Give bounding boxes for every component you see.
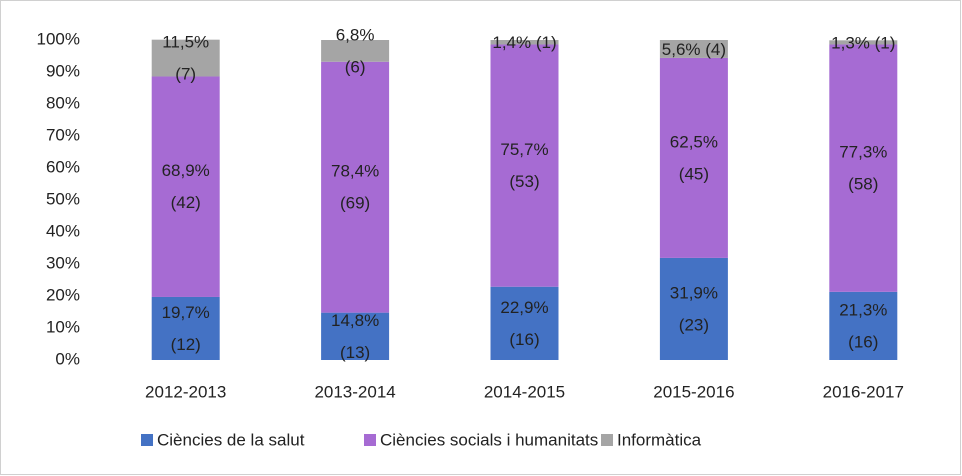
value-label: 78,4% — [331, 162, 379, 181]
count-label: (16) — [509, 330, 539, 349]
legend-label: Ciències de la salut — [157, 430, 305, 449]
y-tick-label: 60% — [46, 157, 80, 176]
count-label: (1) — [536, 34, 557, 53]
legend-swatch — [601, 434, 613, 446]
count-label: (42) — [171, 193, 201, 212]
value-label: 22,9% — [500, 298, 548, 317]
value-label: 1,4% (1) — [492, 34, 556, 53]
count-label: (23) — [679, 315, 709, 334]
count-label: (58) — [848, 175, 878, 194]
bar-segment — [490, 40, 559, 45]
count-label: (16) — [848, 332, 878, 351]
count-label: (69) — [340, 194, 370, 213]
bar-segment — [659, 257, 728, 360]
value-label: 77,3% — [839, 143, 887, 162]
value-label: 14,8% — [331, 311, 379, 330]
bar-segment — [321, 40, 390, 62]
count-label: (45) — [679, 164, 709, 183]
value-label: 62,5% — [670, 132, 718, 151]
count-label: (1) — [875, 34, 896, 53]
x-tick-label: 2014-2015 — [484, 382, 565, 401]
bar-segment — [659, 57, 728, 258]
y-tick-label: 80% — [46, 93, 80, 112]
value-label: 68,9% — [162, 161, 210, 180]
bar-segment — [829, 40, 898, 45]
count-label: (6) — [345, 57, 366, 76]
bar-segment — [829, 291, 898, 360]
bar-segment — [829, 44, 898, 292]
value-label: 1,3% — [831, 34, 870, 53]
value-label: 5,6% — [662, 40, 701, 59]
bar-segment — [321, 61, 390, 313]
legend-swatch — [364, 434, 376, 446]
value-label: 31,9% — [670, 283, 718, 302]
value-label: 75,7% — [500, 140, 548, 159]
y-tick-label: 90% — [46, 61, 80, 80]
value-label: 1,4% — [492, 34, 531, 53]
value-label: 5,6% (4) — [662, 40, 726, 59]
legend-label: Informàtica — [617, 430, 702, 449]
count-label: (12) — [171, 335, 201, 354]
legend-swatch — [141, 434, 153, 446]
value-label: 6,8% — [336, 25, 375, 44]
value-label: 11,5% — [162, 33, 209, 52]
y-tick-label: 100% — [37, 29, 80, 48]
legend-label: Ciències socials i humanitats — [380, 430, 598, 449]
count-label: (7) — [175, 65, 196, 84]
value-label: 21,3% — [839, 300, 887, 319]
y-tick-label: 50% — [46, 189, 80, 208]
value-label: 19,7% — [162, 303, 210, 322]
y-tick-label: 30% — [46, 253, 80, 272]
bar-segment — [151, 39, 220, 77]
x-tick-label: 2016-2017 — [823, 382, 904, 401]
y-tick-label: 10% — [46, 317, 80, 336]
value-label: 1,3% (1) — [831, 34, 895, 53]
bar-segment — [151, 76, 220, 297]
x-tick-label: 2012-2013 — [145, 382, 226, 401]
x-tick-label: 2015-2016 — [653, 382, 734, 401]
count-label: (13) — [340, 343, 370, 362]
bar-segment — [490, 286, 559, 360]
y-tick-label: 0% — [55, 349, 80, 368]
count-label: (4) — [705, 40, 726, 59]
x-tick-label: 2013-2014 — [314, 382, 395, 401]
bar-segment — [490, 44, 559, 287]
bar-segment — [321, 312, 390, 360]
y-tick-label: 20% — [46, 285, 80, 304]
y-tick-label: 70% — [46, 125, 80, 144]
count-label: (53) — [509, 172, 539, 191]
bar-segment — [151, 296, 220, 360]
y-tick-label: 40% — [46, 221, 80, 240]
bar-segment — [659, 40, 728, 58]
